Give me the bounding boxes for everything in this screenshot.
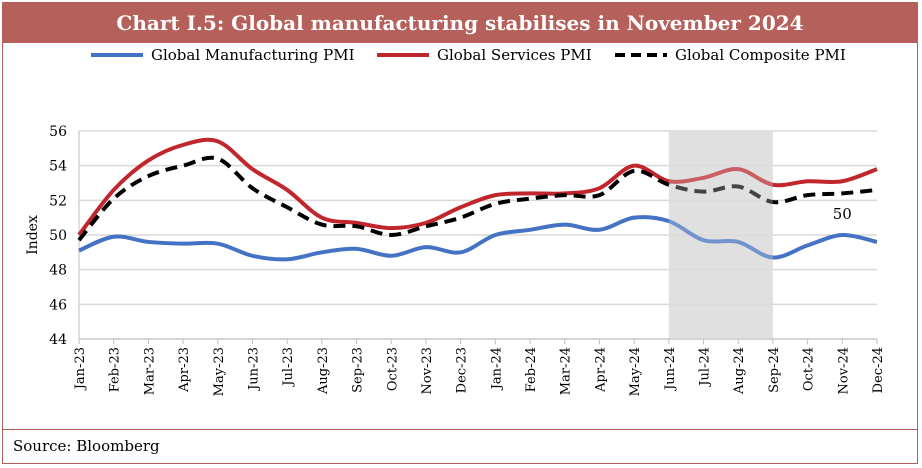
y-tick-label: 56 xyxy=(49,124,67,140)
x-tick-label: Aug-24 xyxy=(732,347,747,395)
x-tick-label: Jan-24 xyxy=(489,347,504,391)
x-tick-label: Dec-24 xyxy=(871,347,886,393)
line-chart: 44 46 48 50 52 54 56 Index Jan-23 Feb-23 Mar-23 Apr… xyxy=(25,46,886,396)
series-line xyxy=(77,137,878,237)
x-tick-label: Mar-23 xyxy=(142,347,157,395)
x-tick-label: May-23 xyxy=(212,347,227,396)
x-tick-label: Sep-23 xyxy=(351,347,366,393)
x-tick-label: Nov-24 xyxy=(836,347,851,394)
x-tick-label: Jun-24 xyxy=(663,347,678,392)
legend-label: Global Manufacturing PMI xyxy=(151,46,355,64)
y-tick-label: 46 xyxy=(49,297,67,313)
x-tick-label: Apr-23 xyxy=(177,347,192,393)
series-global-composite-pmi xyxy=(77,155,878,242)
x-tick-label: Jul-24 xyxy=(698,347,713,388)
data-label: 50 xyxy=(833,205,852,223)
x-tick-label: Oct-23 xyxy=(385,347,400,391)
y-axis-label: Index xyxy=(25,215,41,255)
x-tick-label: Jan-23 xyxy=(73,347,88,391)
x-tick-label: Aug-23 xyxy=(316,347,331,395)
x-tick-label: Jun-23 xyxy=(246,347,261,392)
x-tick-label: Feb-23 xyxy=(108,347,123,392)
x-tick-label: Feb-24 xyxy=(524,347,539,392)
x-tick-label: Oct-24 xyxy=(802,347,817,391)
x-tick-label: Dec-23 xyxy=(455,347,470,393)
y-tick-label: 50 xyxy=(49,228,67,244)
y-tick-label: 44 xyxy=(49,332,67,348)
series-global-services-pmi xyxy=(77,137,878,237)
series-line xyxy=(77,155,878,242)
x-tick-label: Nov-23 xyxy=(420,347,435,394)
y-tick-label: 54 xyxy=(49,159,67,175)
source-note: Source: Bloomberg xyxy=(3,429,917,463)
shaded-period-overlay xyxy=(668,131,773,339)
x-tick-label: May-24 xyxy=(628,347,643,396)
y-tick-label: 48 xyxy=(49,263,67,279)
x-tick-label: Jul-23 xyxy=(281,347,296,388)
x-tick-label: Sep-24 xyxy=(767,347,782,393)
legend-label: Global Composite PMI xyxy=(675,46,846,64)
chart-title: Chart I.5: Global manufacturing stabilis… xyxy=(3,3,917,43)
x-tick-label: Mar-24 xyxy=(559,347,574,395)
x-tick-label: Apr-24 xyxy=(593,347,608,393)
legend-label: Global Services PMI xyxy=(437,46,592,64)
y-tick-label: 52 xyxy=(49,193,67,209)
series-global-manufacturing-pmi xyxy=(78,215,878,262)
series-line xyxy=(78,215,878,262)
